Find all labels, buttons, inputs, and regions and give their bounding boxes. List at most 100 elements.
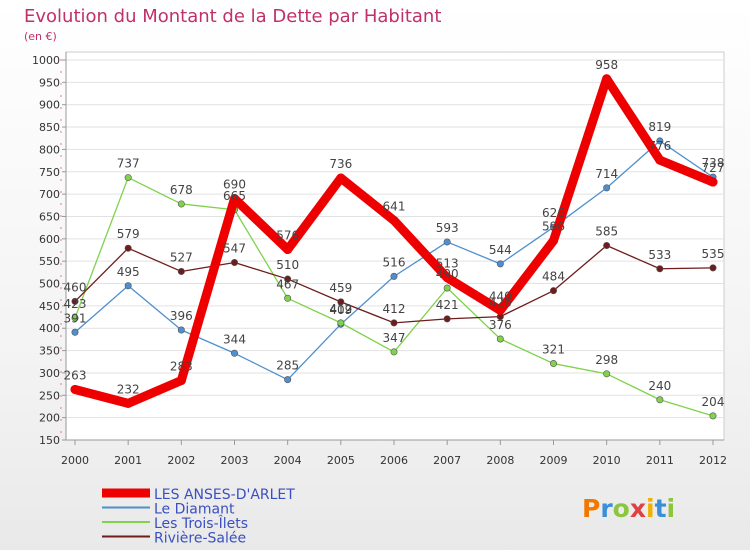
- logo-letter: i: [646, 494, 655, 523]
- data-point: [549, 360, 557, 368]
- data-label: 204: [702, 395, 725, 409]
- data-point: [284, 275, 292, 283]
- x-tick-label: 2004: [274, 454, 302, 467]
- y-tick-label: 250: [39, 389, 60, 402]
- logo-text: Proxiti: [582, 494, 675, 523]
- x-axis: 2000 2001 2002 2003 2004 2005 2006 2007 2008 2009…: [61, 439, 727, 467]
- data-point: [602, 74, 612, 84]
- data-label: 579: [117, 227, 140, 241]
- logo-letter: x: [630, 494, 646, 523]
- data-label: 459: [329, 281, 352, 295]
- data-label: 738: [702, 156, 725, 170]
- data-point: [390, 319, 398, 327]
- y-tick-label: 550: [39, 255, 60, 268]
- data-point: [496, 335, 504, 343]
- data-point: [337, 319, 345, 327]
- chart-header: Evolution du Montant de la Dette par Hab…: [24, 6, 441, 43]
- data-point: [71, 328, 79, 336]
- y-tick-label: 400: [39, 322, 60, 335]
- data-label: 527: [170, 250, 193, 264]
- data-point: [390, 272, 398, 280]
- data-label: 678: [170, 183, 193, 197]
- data-label: 376: [489, 318, 512, 332]
- data-point: [70, 384, 80, 394]
- data-point: [71, 314, 79, 322]
- data-label: 440: [489, 289, 512, 303]
- data-point: [177, 200, 185, 208]
- y-tick-label: 200: [39, 412, 60, 425]
- data-point: [336, 173, 346, 183]
- data-point: [284, 294, 292, 302]
- logo-letter: P: [582, 494, 600, 523]
- data-point: [337, 298, 345, 306]
- data-label: 484: [542, 270, 565, 284]
- data-label: 547: [223, 242, 246, 256]
- data-label: 490: [436, 267, 459, 281]
- x-tick-label: 2002: [167, 454, 195, 467]
- data-point: [443, 238, 451, 246]
- x-tick-label: 2008: [486, 454, 514, 467]
- x-tick-label: 2006: [380, 454, 408, 467]
- proxiti-logo: Proxiti: [582, 494, 675, 523]
- data-label: 737: [117, 157, 140, 171]
- data-label: 283: [170, 360, 193, 374]
- data-label: 596: [542, 220, 565, 234]
- data-label: 285: [276, 359, 299, 373]
- x-tick-label: 2012: [699, 454, 727, 467]
- data-label: 535: [702, 247, 725, 261]
- y-tick-label: 750: [39, 166, 60, 179]
- data-label: 321: [542, 343, 565, 357]
- data-point: [708, 177, 718, 187]
- data-label: 714: [595, 167, 618, 181]
- data-label: 391: [64, 311, 87, 325]
- data-point: [442, 273, 452, 283]
- data-point: [443, 315, 451, 323]
- data-point: [496, 260, 504, 268]
- data-labels: 391 495 396 344 285 409 516 593 544 626 714 819 738 4…: [64, 58, 725, 409]
- y-tick-label: 150: [39, 434, 60, 447]
- data-point: [124, 244, 132, 252]
- data-point: [177, 267, 185, 275]
- data-label: 396: [170, 309, 193, 323]
- data-point: [603, 184, 611, 192]
- x-tick-label: 2007: [433, 454, 461, 467]
- data-point: [124, 282, 132, 290]
- data-label: 544: [489, 243, 512, 257]
- data-label: 409: [329, 303, 352, 317]
- data-label: 510: [276, 258, 299, 272]
- data-point: [443, 284, 451, 292]
- data-label: 423: [64, 297, 87, 311]
- data-point: [124, 174, 132, 182]
- data-label: 263: [64, 368, 87, 382]
- data-label: 240: [648, 379, 671, 393]
- data-point: [709, 412, 717, 420]
- x-tick-label: 2011: [646, 454, 674, 467]
- x-tick-label: 2001: [114, 454, 142, 467]
- x-tick-label: 2003: [221, 454, 249, 467]
- y-tick-label: 1000: [32, 54, 60, 67]
- data-point: [656, 265, 664, 273]
- data-point: [495, 305, 505, 315]
- data-label: 776: [648, 139, 671, 153]
- data-label: 347: [383, 331, 406, 345]
- data-label: 593: [436, 221, 459, 235]
- data-label: 421: [436, 298, 459, 312]
- data-label: 626: [542, 206, 565, 220]
- data-label: 495: [117, 265, 140, 279]
- y-tick-label: 350: [39, 345, 60, 358]
- data-label: 665: [223, 189, 246, 203]
- data-label: 958: [595, 58, 618, 72]
- data-label: 690: [223, 178, 246, 192]
- data-point: [283, 245, 293, 255]
- legend-label: LES ANSES-D'ARLET: [154, 487, 295, 503]
- data-point: [71, 297, 79, 305]
- x-tick-label: 2009: [540, 454, 568, 467]
- data-point: [390, 348, 398, 356]
- data-label: 298: [595, 353, 618, 367]
- plot-background: [65, 51, 725, 441]
- data-point: [230, 194, 239, 204]
- y-tick-label: 900: [39, 99, 60, 112]
- data-label: 585: [595, 225, 618, 239]
